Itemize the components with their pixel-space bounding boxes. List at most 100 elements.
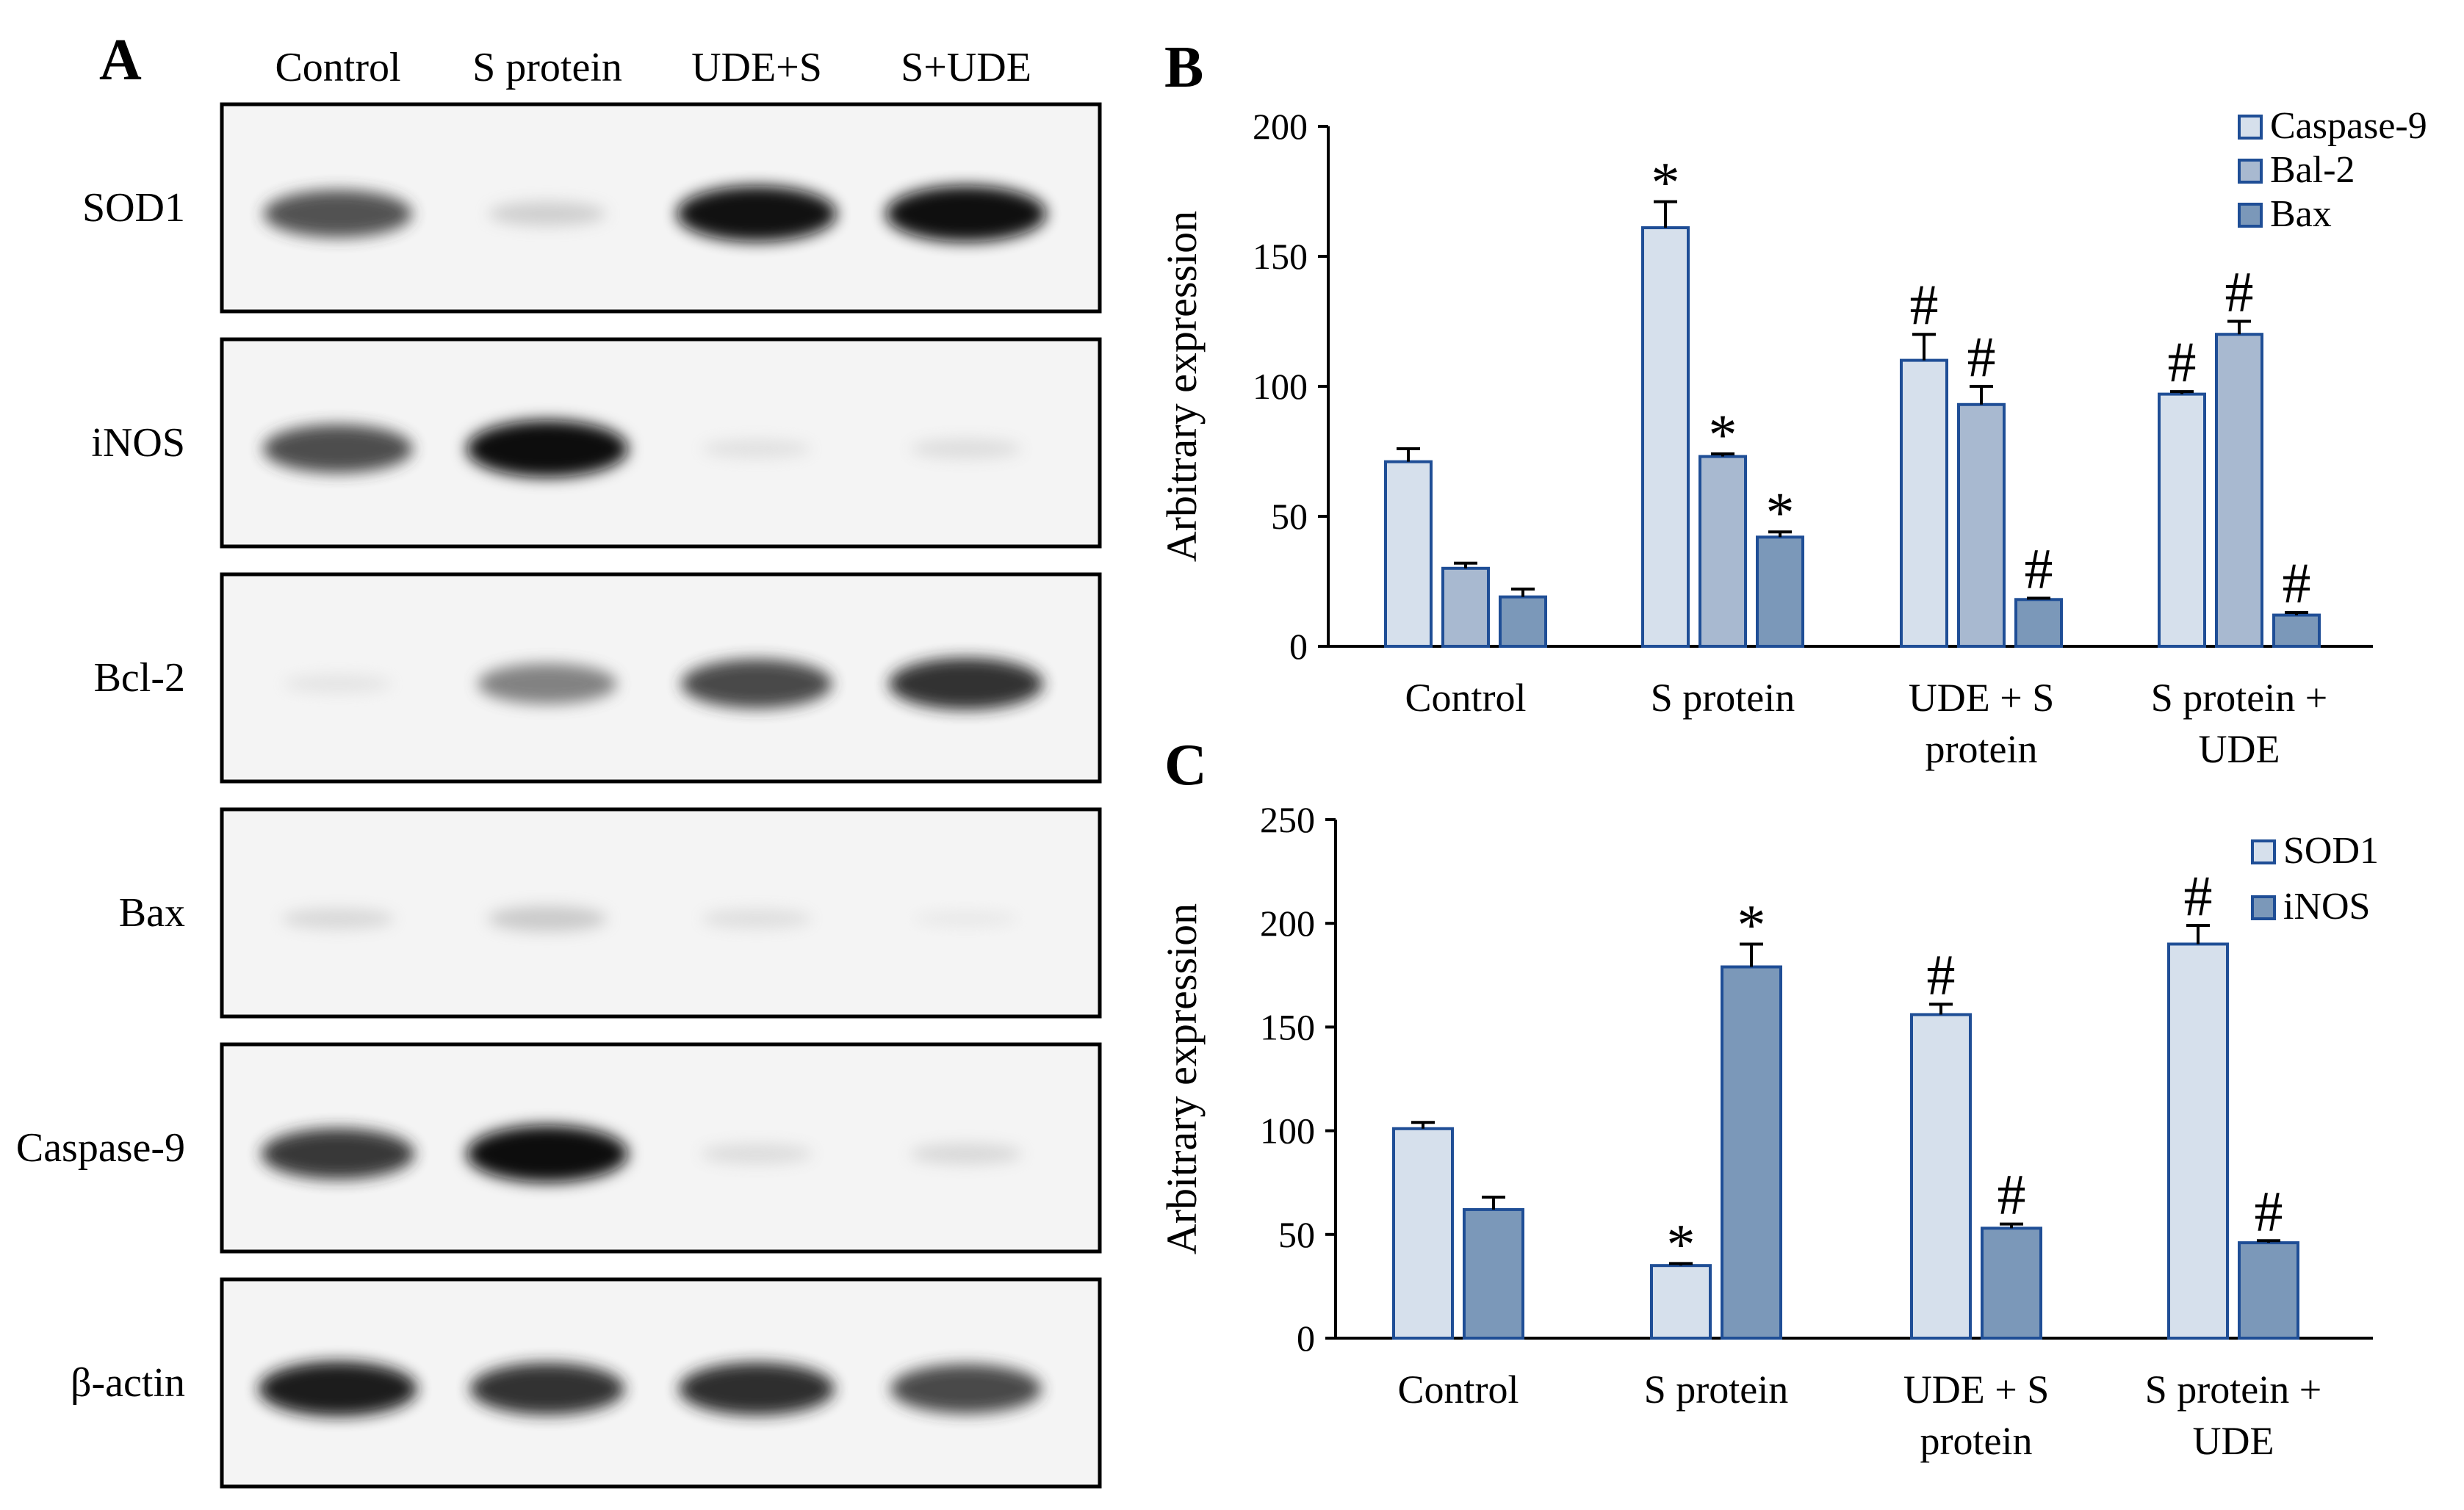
blot-band bbox=[702, 439, 812, 458]
bar bbox=[1910, 1013, 1972, 1340]
blot-band bbox=[487, 906, 608, 932]
series-inos: * # # bbox=[1463, 892, 2299, 1340]
significance-mark: * bbox=[1651, 151, 1680, 214]
blot-band bbox=[259, 1361, 417, 1417]
blot-band bbox=[679, 1362, 835, 1415]
x-tick-label: protein bbox=[1920, 1419, 2033, 1463]
blot-band bbox=[885, 185, 1047, 242]
western-blot-panel: A Control S protein UDE+S S+UDE SOD1 iNOS Bcl… bbox=[16, 28, 1102, 1489]
y-axis-title: Arbitrary expression bbox=[1158, 903, 1206, 1254]
blot-band bbox=[263, 189, 413, 238]
bar bbox=[2158, 392, 2206, 648]
significance-mark: # bbox=[2255, 1179, 2283, 1243]
blot-band bbox=[261, 1128, 415, 1180]
lane-label: S protein bbox=[472, 45, 622, 90]
bar bbox=[1698, 455, 1747, 649]
y-tick-label: 200 bbox=[1260, 903, 1315, 944]
blot-label: Caspase-9 bbox=[16, 1125, 185, 1171]
y-tick-label: 0 bbox=[1297, 1318, 1315, 1359]
legend-label: iNOS bbox=[2283, 886, 2370, 928]
blot-band bbox=[489, 201, 606, 226]
lane-label: Control bbox=[275, 45, 400, 90]
blot-strips: SOD1 iNOS Bcl-2 Bax Caspase-9 β-actin bbox=[16, 102, 1102, 1489]
significance-mark: * bbox=[1737, 892, 1766, 956]
lane-labels: Control S protein UDE+S S+UDE bbox=[275, 45, 1031, 90]
y-tick-label: 250 bbox=[1260, 799, 1315, 840]
bar bbox=[1499, 595, 1547, 648]
y-tick-label: 200 bbox=[1253, 106, 1308, 147]
bar bbox=[1392, 1127, 1454, 1340]
bar bbox=[1463, 1207, 1524, 1340]
significance-mark: # bbox=[2184, 864, 2213, 928]
legend-label: Bax bbox=[2270, 193, 2332, 235]
blot-band bbox=[466, 420, 628, 477]
x-tick-label: Control bbox=[1405, 676, 1526, 720]
legend-swatch bbox=[2251, 895, 2276, 920]
legend-swatch bbox=[2238, 115, 2263, 140]
blot-band bbox=[890, 1364, 1042, 1414]
significance-mark: * bbox=[1766, 480, 1795, 544]
bar bbox=[2215, 333, 2263, 648]
lane-label: S+UDE bbox=[901, 45, 1031, 90]
blot-band bbox=[888, 657, 1044, 710]
legend-label: SOD1 bbox=[2283, 830, 2379, 872]
blot-strip: iNOS bbox=[91, 337, 1102, 549]
y-tick-label: 50 bbox=[1278, 1214, 1315, 1255]
x-tick-label: S protein bbox=[1644, 1368, 1789, 1412]
blot-label: SOD1 bbox=[82, 185, 185, 231]
significance-mark: * bbox=[1709, 402, 1737, 466]
blot-band bbox=[284, 675, 392, 693]
blot-band bbox=[469, 1362, 625, 1415]
bar bbox=[1641, 226, 1690, 648]
blot-band bbox=[701, 908, 813, 929]
blot-label: Bcl-2 bbox=[94, 655, 185, 701]
significance-mark: # bbox=[2225, 260, 2254, 324]
legend-swatch bbox=[2238, 203, 2263, 228]
significance-mark: # bbox=[1998, 1163, 2026, 1227]
blot-label: Bax bbox=[119, 890, 185, 936]
blot-band bbox=[281, 908, 395, 930]
significance-mark: # bbox=[1967, 325, 1996, 389]
x-tick-label: UDE + S bbox=[1909, 676, 2054, 720]
x-tick-label: S protein bbox=[1651, 676, 1795, 720]
bar bbox=[1650, 1264, 1712, 1340]
legend-label: Bal-2 bbox=[2270, 149, 2355, 191]
x-tick-label: S protein + bbox=[2151, 676, 2327, 720]
y-tick-label: 0 bbox=[1289, 626, 1308, 667]
significance-mark: # bbox=[2168, 330, 2197, 394]
blot-band bbox=[913, 911, 1019, 927]
legend-swatch bbox=[2238, 159, 2263, 184]
panel-a-letter: A bbox=[99, 28, 142, 93]
x-tick-label: Control bbox=[1397, 1368, 1519, 1412]
blot-label: β-actin bbox=[71, 1360, 185, 1406]
bar bbox=[1756, 535, 1804, 648]
blot-band bbox=[466, 1125, 628, 1182]
series-sod1: * # # bbox=[1392, 864, 2229, 1340]
legend: SOD1 iNOS bbox=[2251, 830, 2379, 928]
x-tick-label: S protein + bbox=[2145, 1368, 2321, 1412]
blot-band bbox=[478, 663, 617, 704]
bar bbox=[1441, 566, 1490, 648]
blot-band bbox=[910, 438, 1022, 459]
y-tick-label: 50 bbox=[1271, 496, 1308, 537]
legend-swatch bbox=[2251, 839, 2276, 864]
blot-strip: SOD1 bbox=[82, 102, 1102, 314]
y-axis-title: Arbitrary expression bbox=[1158, 211, 1206, 562]
panel-c-letter: C bbox=[1164, 733, 1207, 798]
blot-label: iNOS bbox=[91, 420, 185, 466]
bar bbox=[2167, 942, 2229, 1340]
blot-band bbox=[681, 659, 832, 709]
blot-band bbox=[700, 1144, 813, 1164]
blot-strip: Bcl-2 bbox=[94, 572, 1102, 784]
panel-b-letter: B bbox=[1164, 35, 1203, 100]
significance-mark: # bbox=[1910, 272, 1939, 336]
bar bbox=[1721, 965, 1782, 1340]
blot-band bbox=[263, 425, 413, 473]
y-tick-label: 150 bbox=[1253, 236, 1308, 277]
series-caspase-9: * # # bbox=[1384, 151, 2206, 648]
bar-chart-c: C Arbitrary expression 0 50 100 150 200 250 Con… bbox=[1158, 733, 2379, 1463]
x-tick-label: UDE + S bbox=[1903, 1368, 2049, 1412]
y-tick-label: 100 bbox=[1260, 1110, 1315, 1152]
